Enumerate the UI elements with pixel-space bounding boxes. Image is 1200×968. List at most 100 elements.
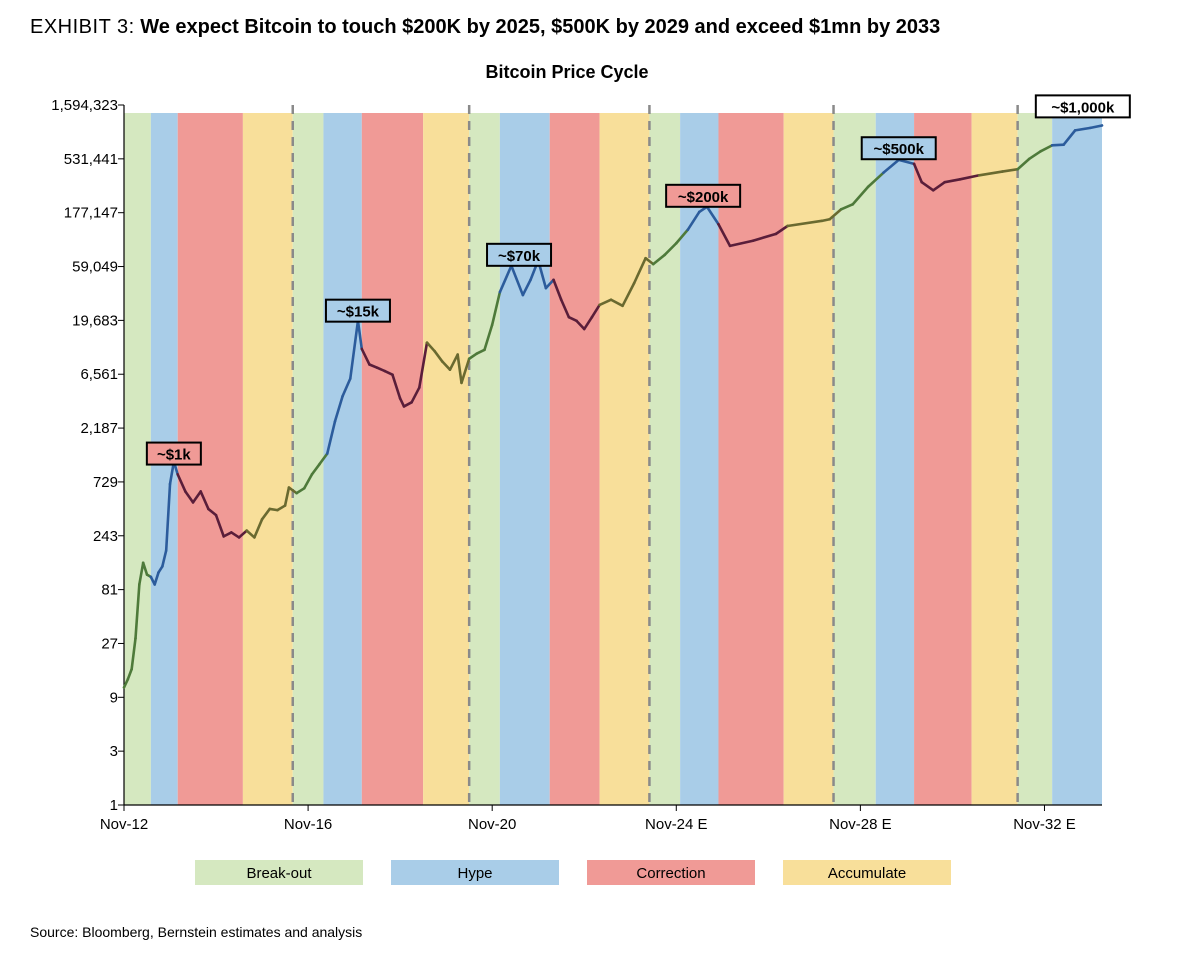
phase-band-accumulate (971, 113, 1018, 805)
data-point (552, 278, 555, 282)
data-point (168, 482, 172, 486)
annotation: ~$15k (324, 298, 391, 323)
data-point (283, 504, 287, 507)
series-segment (820, 217, 831, 223)
data-point (774, 232, 778, 236)
legend-label: Break-out (246, 865, 312, 882)
data-point (341, 394, 344, 398)
series-segment (260, 507, 272, 521)
data-point (122, 686, 126, 689)
series-segment (544, 278, 555, 290)
series-segment (199, 490, 210, 511)
data-point (1050, 144, 1054, 147)
data-point (632, 282, 636, 285)
series-segment (230, 531, 241, 539)
data-point (260, 518, 264, 521)
data-point (490, 323, 494, 326)
data-point (1039, 150, 1042, 153)
series-segment (126, 667, 133, 681)
phase-band-correction (718, 113, 784, 805)
series-segment (383, 369, 394, 376)
series-segment (828, 207, 843, 221)
series-segment (851, 185, 870, 206)
phase-band-hype (680, 113, 719, 805)
series-segment (245, 529, 256, 539)
annotation-label: ~$500k (873, 141, 924, 158)
price-series (122, 124, 1104, 689)
phase-band-accumulate (599, 113, 650, 805)
series-segment (410, 386, 421, 404)
series-segment (360, 347, 371, 366)
data-point (1100, 124, 1104, 127)
data-point (126, 678, 130, 681)
data-point (237, 536, 241, 539)
data-point (575, 319, 578, 323)
data-point (675, 242, 678, 245)
data-point (717, 223, 720, 226)
y-tick-label: 3 (110, 743, 118, 760)
phase-band-accumulate (242, 113, 293, 805)
series-segment (510, 264, 525, 297)
annotation-label: ~$200k (678, 189, 729, 206)
data-point (276, 508, 279, 512)
series-segment (490, 290, 502, 327)
data-point (157, 571, 160, 574)
phase-band-hype (499, 113, 550, 805)
series-segment (325, 420, 337, 455)
data-point (1016, 168, 1019, 171)
x-tick-label: Nov-28 E (829, 816, 892, 833)
legend: Break-out Hype Correction Accumulate (195, 860, 951, 885)
y-tick-label: 81 (101, 582, 118, 599)
data-point (621, 304, 624, 308)
phase-band-break-out (833, 113, 876, 805)
data-point (253, 536, 256, 539)
annotation-box (860, 136, 937, 161)
data-point (161, 565, 164, 568)
y-tick-label: 729 (93, 474, 118, 491)
series-segment (341, 377, 352, 398)
series-segment (214, 513, 226, 538)
data-point (698, 210, 701, 214)
data-point (184, 490, 187, 493)
chart-title: Bitcoin Price Cycle (485, 62, 648, 82)
series-segment (651, 253, 667, 266)
series-segment (287, 486, 298, 495)
y-tick-label: 9 (110, 689, 118, 706)
series-segment (717, 222, 732, 248)
data-point (652, 262, 655, 266)
series-segment (663, 241, 678, 257)
series-segment (164, 482, 172, 552)
phase-band-hype (875, 113, 915, 805)
series-segment (567, 315, 578, 323)
annotation-box (665, 183, 742, 208)
legend-item: Correction (587, 860, 755, 885)
series-segment (348, 319, 360, 380)
series-segment (897, 158, 916, 166)
x-tick-label: Nov-16 (284, 816, 332, 833)
series-segment (391, 373, 402, 400)
data-point (751, 239, 755, 242)
data-point (1062, 143, 1065, 146)
data-point (398, 397, 402, 400)
x-tick-label: Nov-20 (468, 816, 516, 833)
data-point (498, 290, 502, 294)
y-tick-label: 1,594,323 (51, 97, 118, 114)
series-segment (134, 583, 141, 640)
data-point (460, 381, 463, 385)
data-point (333, 420, 337, 423)
data-point (145, 573, 149, 576)
annotation: ~$500k (860, 136, 937, 161)
series-segment (302, 473, 314, 490)
bitcoin-price-cycle-chart: Bitcoin Price Cycle 1 3 9 27 81 243 729 2,187 6,… (51, 62, 1131, 885)
series-segment (402, 401, 413, 408)
exhibit-label: EXHIBIT 3: (30, 16, 135, 38)
phase-bands (124, 113, 1102, 805)
series-segment (1089, 124, 1104, 130)
data-point (326, 452, 329, 455)
data-point (882, 171, 885, 174)
phase-band-hype (323, 113, 362, 805)
data-point (383, 369, 386, 373)
y-tick-label: 531,441 (64, 151, 118, 168)
series-segment (448, 353, 459, 371)
data-point (164, 549, 168, 552)
